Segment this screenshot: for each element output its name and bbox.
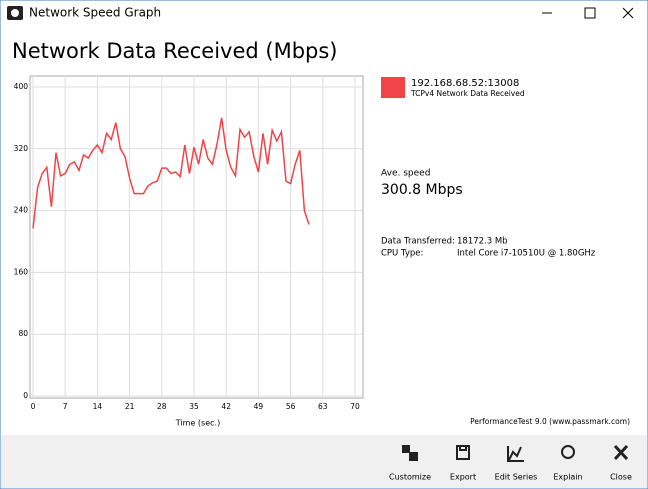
toolbar-icon — [613, 444, 629, 461]
x-tick-label: 28 — [157, 402, 167, 411]
y-tick-label: 320 — [14, 144, 29, 153]
x-tick-label: 21 — [125, 402, 135, 411]
y-tick-label: 160 — [14, 267, 29, 276]
y-tick-label: 400 — [14, 82, 29, 91]
legend-subtitle: TCPv4 Network Data Received — [410, 89, 525, 98]
x-axis-label: Time (sec.) — [175, 419, 220, 428]
toolbar-label: Close — [610, 473, 632, 482]
toolbar-label: Export — [450, 473, 476, 482]
stat-label: Data Transferred: — [381, 237, 455, 247]
app-icon-dot — [11, 9, 19, 17]
chart-title: Network Data Received (Mbps) — [12, 39, 338, 63]
toolbar-button[interactable]: Explain — [553, 445, 583, 482]
toolbar-label: Customize — [389, 473, 431, 482]
ave-value: 300.8 Mbps — [381, 182, 463, 198]
y-tick-label: 0 — [23, 391, 28, 400]
window-title: Network Speed Graph — [29, 6, 161, 20]
toolbar-icon — [402, 445, 418, 461]
toolbar-button[interactable]: Export — [450, 445, 476, 482]
legend-label: 192.168.68.52:13008 — [411, 78, 519, 89]
x-tick-label: 63 — [318, 402, 328, 411]
x-tick-label: 42 — [221, 402, 231, 411]
x-tick-label: 35 — [189, 402, 199, 411]
toolbar-button[interactable]: Customize — [389, 445, 431, 482]
toolbar-label: Explain — [553, 473, 582, 482]
x-tick-label: 7 — [63, 402, 68, 411]
plot-frame — [29, 75, 364, 399]
data-line — [32, 117, 310, 229]
stat-value: 18172.3 Mb — [457, 237, 508, 247]
y-tick-label: 80 — [18, 329, 28, 338]
y-tick-label: 240 — [14, 206, 29, 215]
toolbar-button[interactable]: Close — [610, 444, 632, 482]
x-tick-label: 70 — [350, 402, 360, 411]
ave-label: Ave. speed — [381, 169, 430, 179]
x-tick-label: 56 — [286, 402, 296, 411]
maximize-button[interactable] — [584, 7, 596, 19]
close-window-button[interactable] — [622, 7, 634, 19]
x-tick-label: 0 — [31, 402, 36, 411]
x-tick-label: 14 — [93, 402, 103, 411]
legend-swatch — [381, 77, 405, 98]
toolbar-icon — [456, 445, 470, 460]
stat-value: Intel Core i7-10510U @ 1.80GHz — [457, 249, 596, 259]
toolbar-icon — [561, 445, 576, 459]
toolbar-button[interactable]: Edit Series — [495, 446, 538, 482]
footer-text: PerformanceTest 9.0 (www.passmark.com) — [470, 417, 630, 426]
toolbar-icon — [507, 446, 524, 462]
toolbar — [1, 435, 647, 488]
x-tick-label: 49 — [254, 402, 264, 411]
toolbar-label: Edit Series — [495, 473, 538, 482]
stat-label: CPU Type: — [381, 249, 423, 259]
